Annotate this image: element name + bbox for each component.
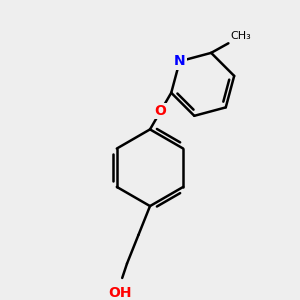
Text: O: O	[155, 104, 167, 118]
Text: OH: OH	[109, 286, 132, 300]
Text: N: N	[174, 54, 185, 68]
Text: CH₃: CH₃	[230, 32, 251, 41]
